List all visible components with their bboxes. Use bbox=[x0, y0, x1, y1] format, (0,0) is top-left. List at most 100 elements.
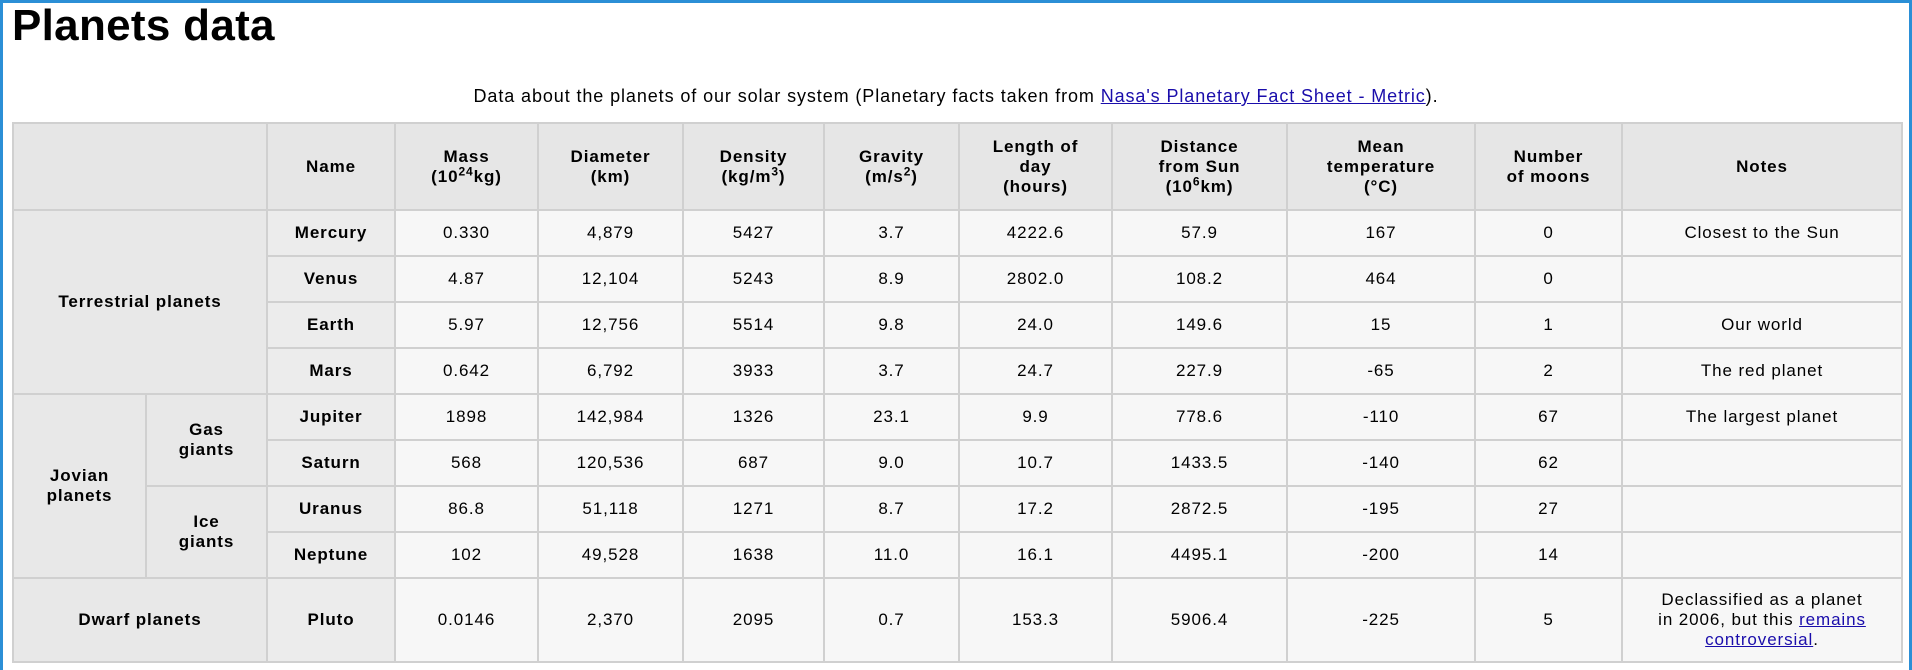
cell-distance: 57.9 bbox=[1111, 209, 1288, 257]
header-mass: Mass (1024kg) bbox=[394, 122, 539, 211]
planet-name: Jupiter bbox=[266, 393, 396, 441]
cell-day: 17.2 bbox=[958, 485, 1113, 533]
cell-moons: 62 bbox=[1474, 439, 1623, 487]
cell-notes bbox=[1621, 485, 1903, 533]
cell-notes: Closest to the Sun bbox=[1621, 209, 1903, 257]
planet-name: Mercury bbox=[266, 209, 396, 257]
cell-distance: 778.6 bbox=[1111, 393, 1288, 441]
cell-day: 2802.0 bbox=[958, 255, 1113, 303]
planet-name: Saturn bbox=[266, 439, 396, 487]
header-density: Density (kg/m3) bbox=[682, 122, 825, 211]
cell-diameter: 12,104 bbox=[537, 255, 684, 303]
cell-gravity: 9.0 bbox=[823, 439, 960, 487]
cell-notes: Declassified as a planet in 2006, but thi… bbox=[1621, 577, 1903, 663]
table-row: Jovian planets Gas giants Jupiter 1898 142… bbox=[12, 393, 1903, 579]
cell-gravity: 23.1 bbox=[823, 393, 960, 441]
cell-day: 24.0 bbox=[958, 301, 1113, 349]
cell-notes bbox=[1621, 255, 1903, 303]
cell-mass: 0.330 bbox=[394, 209, 539, 257]
header-diameter: Diameter (km) bbox=[537, 122, 684, 211]
cell-diameter: 12,756 bbox=[537, 301, 684, 349]
cell-temperature: -65 bbox=[1286, 347, 1476, 395]
group-gas-giants: Gas giants bbox=[145, 393, 268, 487]
cell-density: 5427 bbox=[682, 209, 825, 257]
cell-density: 5514 bbox=[682, 301, 825, 349]
cell-notes bbox=[1621, 531, 1903, 579]
cell-moons: 14 bbox=[1474, 531, 1623, 579]
cell-temperature: -195 bbox=[1286, 485, 1476, 533]
cell-temperature: 15 bbox=[1286, 301, 1476, 349]
page-title: Planets data bbox=[12, 1, 275, 50]
planet-name: Venus bbox=[266, 255, 396, 303]
remains-controversial-link[interactable]: remains controversial bbox=[1705, 610, 1866, 649]
cell-diameter: 4,879 bbox=[537, 209, 684, 257]
cell-moons: 0 bbox=[1474, 209, 1623, 257]
cell-mass: 4.87 bbox=[394, 255, 539, 303]
group-dwarf: Dwarf planets bbox=[12, 577, 268, 663]
cell-diameter: 2,370 bbox=[537, 577, 684, 663]
group-jovian: Jovian planets bbox=[12, 393, 147, 579]
cell-day: 24.7 bbox=[958, 347, 1113, 395]
cell-moons: 2 bbox=[1474, 347, 1623, 395]
cell-gravity: 11.0 bbox=[823, 531, 960, 579]
header-length-of-day: Length of day (hours) bbox=[958, 122, 1113, 211]
cell-temperature: -110 bbox=[1286, 393, 1476, 441]
header-gravity: Gravity (m/s2) bbox=[823, 122, 960, 211]
table-row: Saturn 568 120,536 687 9.0 10.7 1433.5 -… bbox=[13, 439, 1903, 487]
cell-notes bbox=[1621, 439, 1903, 487]
header-moons: Number of moons bbox=[1474, 122, 1623, 211]
cell-moons: 0 bbox=[1474, 255, 1623, 303]
cell-diameter: 142,984 bbox=[537, 393, 684, 441]
cell-density: 2095 bbox=[682, 577, 825, 663]
header-name: Name bbox=[266, 122, 396, 211]
cell-diameter: 120,536 bbox=[537, 439, 684, 487]
planets-table: Name Mass (1024kg) Diameter (km) Density (k… bbox=[12, 122, 1903, 663]
cell-density: 1271 bbox=[682, 485, 825, 533]
cell-moons: 5 bbox=[1474, 577, 1623, 663]
table-row: Dwarf planets Pluto 0.0146 2,370 2095 0.… bbox=[12, 577, 1903, 663]
cell-gravity: 3.7 bbox=[823, 347, 960, 395]
cell-distance: 5906.4 bbox=[1111, 577, 1288, 663]
planet-name: Uranus bbox=[266, 485, 396, 533]
cell-gravity: 8.9 bbox=[823, 255, 960, 303]
cell-mass: 86.8 bbox=[394, 485, 539, 533]
cell-distance: 227.9 bbox=[1111, 347, 1288, 395]
cell-temperature: 167 bbox=[1286, 209, 1476, 257]
nasa-fact-sheet-link[interactable]: Nasa's Planetary Fact Sheet - Metric bbox=[1100, 86, 1426, 106]
planet-name: Earth bbox=[266, 301, 396, 349]
header-row: Name Mass (1024kg) Diameter (km) Density (k… bbox=[12, 122, 1903, 211]
cell-mass: 102 bbox=[394, 531, 539, 579]
cell-day: 153.3 bbox=[958, 577, 1113, 663]
cell-gravity: 0.7 bbox=[823, 577, 960, 663]
table-row: Mars 0.642 6,792 3933 3.7 24.7 227.9 -65… bbox=[13, 347, 1903, 395]
cell-density: 1638 bbox=[682, 531, 825, 579]
header-corner bbox=[12, 122, 268, 211]
cell-density: 1326 bbox=[682, 393, 825, 441]
cell-density: 3933 bbox=[682, 347, 825, 395]
cell-moons: 1 bbox=[1474, 301, 1623, 349]
caption-text: Data about the planets of our solar syst… bbox=[473, 86, 1101, 106]
cell-temperature: -140 bbox=[1286, 439, 1476, 487]
table-row: Terrestrial planets Mercury 0.330 4,879 … bbox=[12, 209, 1903, 395]
cell-day: 9.9 bbox=[958, 393, 1113, 441]
header-notes: Notes bbox=[1621, 122, 1903, 211]
cell-moons: 27 bbox=[1474, 485, 1623, 533]
cell-mass: 0.642 bbox=[394, 347, 539, 395]
cell-diameter: 51,118 bbox=[537, 485, 684, 533]
cell-temperature: -200 bbox=[1286, 531, 1476, 579]
table-row: Neptune 102 49,528 1638 11.0 16.1 4495.1… bbox=[13, 531, 1903, 579]
cell-distance: 2872.5 bbox=[1111, 485, 1288, 533]
table-row: Ice giants Uranus 86.8 51,118 1271 8.7 17… bbox=[13, 485, 1903, 579]
group-terrestrial: Terrestrial planets bbox=[12, 209, 268, 395]
cell-gravity: 3.7 bbox=[823, 209, 960, 257]
header-temperature: Mean temperature (°C) bbox=[1286, 122, 1476, 211]
table-row: Earth 5.97 12,756 5514 9.8 24.0 149.6 15… bbox=[13, 301, 1903, 349]
cell-notes: The largest planet bbox=[1621, 393, 1903, 441]
planet-name: Mars bbox=[266, 347, 396, 395]
cell-density: 5243 bbox=[682, 255, 825, 303]
planet-name: Pluto bbox=[266, 577, 396, 663]
cell-mass: 568 bbox=[394, 439, 539, 487]
cell-gravity: 8.7 bbox=[823, 485, 960, 533]
cell-diameter: 49,528 bbox=[537, 531, 684, 579]
group-ice-giants: Ice giants bbox=[145, 485, 268, 579]
